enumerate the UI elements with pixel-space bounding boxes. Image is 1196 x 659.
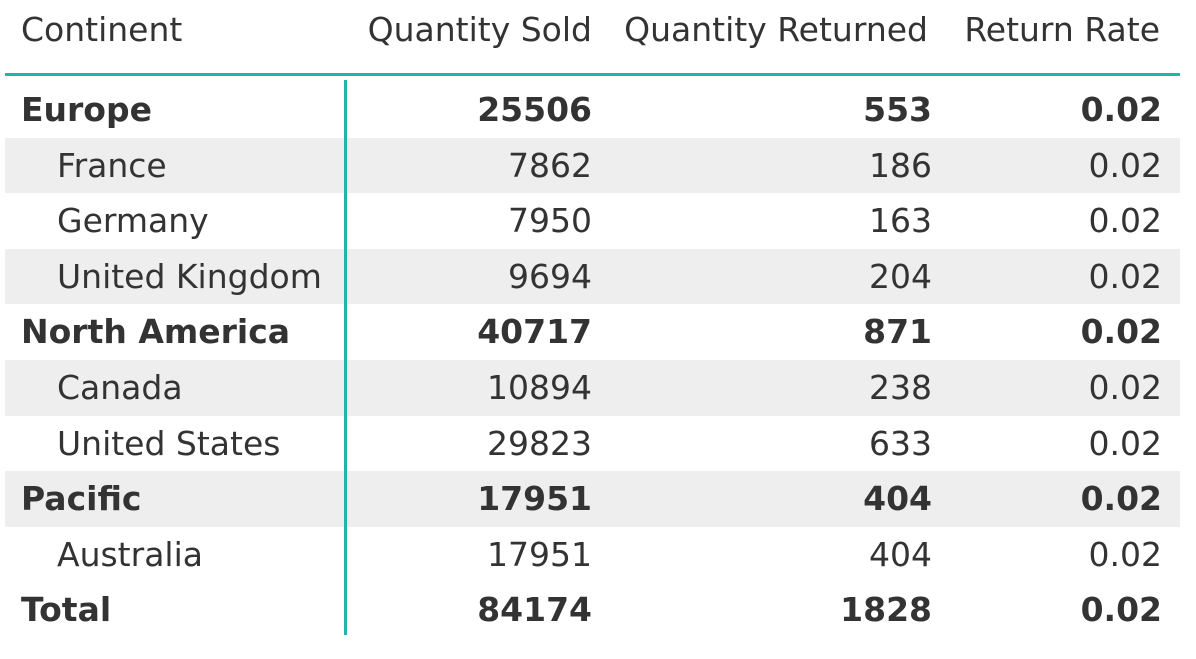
cell-quantity-returned: 238 bbox=[869, 367, 932, 407]
cell-quantity-returned: 204 bbox=[869, 256, 932, 296]
row-label: Total bbox=[21, 590, 112, 630]
row-label: United Kingdom bbox=[57, 256, 322, 296]
table-row-group[interactable]: Europe 25506 553 0.02 bbox=[5, 82, 1180, 138]
table-row-group[interactable]: Pacific 17951 404 0.02 bbox=[5, 471, 1180, 527]
cell-return-rate: 0.02 bbox=[1080, 312, 1162, 352]
cell-return-rate: 0.02 bbox=[1080, 479, 1162, 519]
row-label: United States bbox=[57, 423, 281, 463]
table-row[interactable]: Australia 17951 404 0.02 bbox=[5, 527, 1180, 583]
cell-quantity-returned: 1828 bbox=[840, 590, 932, 630]
row-label: Europe bbox=[21, 90, 152, 129]
cell-return-rate: 0.02 bbox=[1088, 145, 1162, 185]
cell-return-rate: 0.02 bbox=[1088, 534, 1162, 574]
table-row[interactable]: United Kingdom 9694 204 0.02 bbox=[5, 248, 1180, 305]
table-header: Continent Quantity Sold Quantity Returne… bbox=[5, 0, 1180, 76]
table-row[interactable]: Germany 7950 163 0.02 bbox=[5, 193, 1180, 249]
row-label: North America bbox=[21, 312, 291, 352]
cell-quantity-returned: 553 bbox=[863, 90, 932, 129]
row-label: Germany bbox=[57, 201, 209, 241]
table-body: Europe 25506 553 0.02 France 7862 186 0.02 Germa… bbox=[5, 82, 1180, 638]
row-label: France bbox=[57, 145, 167, 185]
table-row-group[interactable]: Total 84174 1828 0.02 bbox=[5, 582, 1180, 638]
row-label: Australia bbox=[57, 534, 203, 574]
cell-return-rate: 0.02 bbox=[1088, 201, 1162, 241]
column-divider bbox=[344, 80, 347, 635]
table-row-group[interactable]: North America 40717 871 0.02 bbox=[5, 304, 1180, 360]
cell-quantity-returned: 404 bbox=[869, 534, 932, 574]
cell-return-rate: 0.02 bbox=[1088, 367, 1162, 407]
cell-quantity-sold: 29823 bbox=[487, 423, 592, 463]
cell-quantity-sold: 7862 bbox=[508, 145, 592, 185]
cell-quantity-sold: 25506 bbox=[477, 90, 592, 129]
cell-quantity-returned: 404 bbox=[863, 479, 932, 519]
cell-quantity-sold: 17951 bbox=[487, 534, 592, 574]
cell-quantity-returned: 633 bbox=[869, 423, 932, 463]
table-row[interactable]: United States 29823 633 0.02 bbox=[5, 416, 1180, 472]
cell-quantity-returned: 186 bbox=[869, 145, 932, 185]
row-label: Pacific bbox=[21, 479, 142, 519]
cell-quantity-sold: 17951 bbox=[477, 479, 592, 519]
cell-quantity-returned: 163 bbox=[869, 201, 932, 241]
column-header-continent[interactable]: Continent bbox=[21, 10, 183, 49]
cell-return-rate: 0.02 bbox=[1080, 590, 1162, 630]
cell-quantity-returned: 871 bbox=[863, 312, 932, 352]
column-header-return-rate[interactable]: Return Rate bbox=[964, 10, 1160, 49]
cell-return-rate: 0.02 bbox=[1080, 90, 1162, 129]
cell-quantity-sold: 10894 bbox=[487, 367, 592, 407]
cell-quantity-sold: 7950 bbox=[508, 201, 592, 241]
cell-return-rate: 0.02 bbox=[1088, 423, 1162, 463]
cell-quantity-sold: 84174 bbox=[477, 590, 592, 630]
cell-quantity-sold: 9694 bbox=[508, 256, 592, 296]
cell-quantity-sold: 40717 bbox=[477, 312, 592, 352]
table-row[interactable]: Canada 10894 238 0.02 bbox=[5, 359, 1180, 416]
matrix-table: Continent Quantity Sold Quantity Returne… bbox=[5, 0, 1180, 640]
row-label: Canada bbox=[57, 367, 183, 407]
cell-return-rate: 0.02 bbox=[1088, 256, 1162, 296]
column-header-quantity-returned[interactable]: Quantity Returned bbox=[624, 10, 928, 49]
column-header-quantity-sold[interactable]: Quantity Sold bbox=[367, 10, 592, 49]
table-row[interactable]: France 7862 186 0.02 bbox=[5, 137, 1180, 194]
